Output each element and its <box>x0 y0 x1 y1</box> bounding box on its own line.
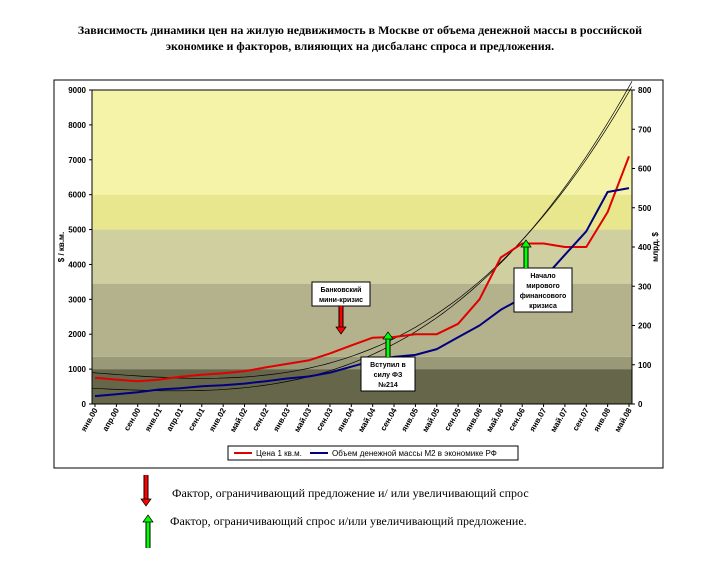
y-left-axis: 0 1000 2000 3000 4000 5000 6000 7000 8000 9000 <box>68 86 92 409</box>
green-arrow-icon <box>520 239 532 268</box>
chart-title: Зависимость динамики цен на жилую недвиж… <box>77 23 643 53</box>
legend-label-price: Цена 1 кв.м. <box>256 449 302 458</box>
annotation-crisis-start: Начало мирового финансового кризиса <box>520 273 567 310</box>
price-series-line <box>94 155 630 383</box>
y-left-axis-label: $ / кв.м. <box>57 232 66 262</box>
bottom-legend-text-1: Фактор, ограничивающий предложение и/ ил… <box>172 486 529 500</box>
y-left-tick-label: 7000 <box>68 156 86 165</box>
y-left-tick-label: 9000 <box>68 86 86 95</box>
trend-curve-upper <box>91 86 633 379</box>
y-right-tick-label: 500 <box>638 204 652 213</box>
legend: Цена 1 кв.м. Объем денежной массы М2 в эк… <box>227 445 519 461</box>
annotation-law-214: Вступил в силу ФЗ №214 <box>370 362 406 389</box>
y-right-tick-label: 300 <box>638 282 652 291</box>
y-left-tick-label: 1000 <box>68 365 86 374</box>
y-left-tick-label: 3000 <box>68 295 86 304</box>
legend-label-m2: Объем денежной массы М2 в экономике РФ <box>332 449 497 458</box>
y-left-tick-label: 5000 <box>68 226 86 235</box>
red-arrow-icon <box>140 475 152 507</box>
y-left-tick-label: 8000 <box>68 121 86 130</box>
y-left-tick-label: 4000 <box>68 260 86 269</box>
annotation-box <box>360 356 416 392</box>
green-arrow-icon <box>382 331 394 357</box>
y-right-tick-label: 700 <box>638 125 652 134</box>
y-right-tick-label: 600 <box>638 165 652 174</box>
y-right-tick-label: 0 <box>638 400 643 409</box>
y-left-tick-label: 0 <box>82 400 87 409</box>
y-right-tick-label: 800 <box>638 86 652 95</box>
green-arrow-icon <box>142 514 154 548</box>
y-right-axis: 0 100 200 300 400 500 600 700 800 <box>632 86 652 409</box>
legend-box <box>227 445 519 461</box>
y-left-tick-label: 6000 <box>68 191 86 200</box>
background-band <box>92 90 632 195</box>
y-right-tick-label: 400 <box>638 243 652 252</box>
bottom-legend-text-2: Фактор, ограничивающий спрос и/или увели… <box>170 514 527 528</box>
bottom-legend-arrows <box>140 475 154 548</box>
y-right-tick-label: 200 <box>638 322 652 331</box>
red-arrow-icon <box>335 306 347 335</box>
y-left-tick-label: 2000 <box>68 330 86 339</box>
background-band <box>92 194 632 230</box>
annotations: Банковский мини-кризис Вступил в силу ФЗ №21… <box>311 239 573 392</box>
y-right-tick-label: 100 <box>638 361 652 370</box>
annotation-bank-crisis: Банковский мини-кризис <box>319 286 363 304</box>
annotation-box <box>513 267 573 313</box>
y-right-axis-label: млрд. $ <box>651 232 660 262</box>
